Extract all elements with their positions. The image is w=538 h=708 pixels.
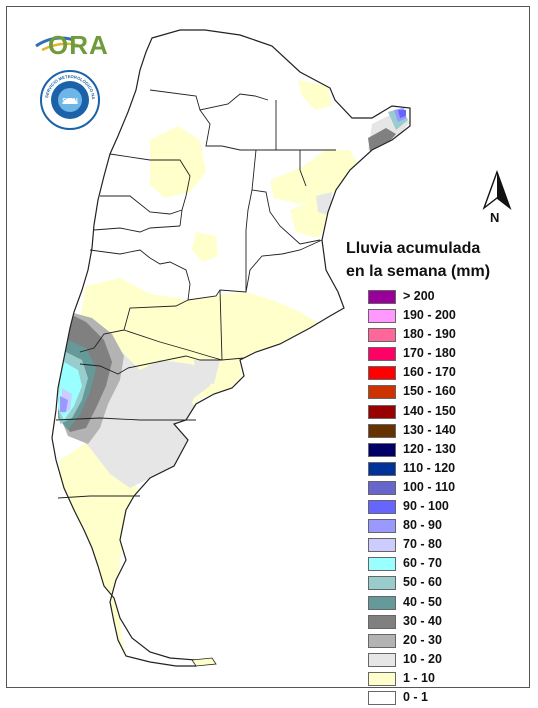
legend-label: 130 - 140 xyxy=(403,422,456,437)
legend-label: 120 - 130 xyxy=(403,441,456,456)
smn-seal-icon: SMN SERVICIO METEOROLOGICO NACIONAL · AR… xyxy=(40,70,100,130)
legend-swatch xyxy=(368,290,396,304)
svg-text:SMN: SMN xyxy=(62,98,78,105)
legend-swatch xyxy=(368,500,396,515)
legend-title-line2: en la semana (mm) xyxy=(346,263,491,280)
legend-swatch xyxy=(368,423,396,438)
rainfall-fills xyxy=(58,80,410,660)
legend-label: 150 - 160 xyxy=(403,384,456,399)
legend-swatch xyxy=(368,614,396,629)
legend-title: Lluvia acumulada en la semana (mm) xyxy=(346,237,526,283)
legend-swatch xyxy=(368,690,396,705)
legend-label: 10 - 20 xyxy=(403,651,442,666)
legend-label: 160 - 170 xyxy=(403,365,456,380)
legend-swatch xyxy=(368,347,396,362)
legend-label: 190 - 200 xyxy=(403,308,456,323)
legend-swatch xyxy=(368,442,396,457)
north-arrow-icon xyxy=(482,170,512,211)
legend-label: 180 - 190 xyxy=(403,327,456,342)
island-shape xyxy=(191,657,217,667)
legend-swatch xyxy=(368,366,396,381)
legend-label: 90 - 100 xyxy=(403,499,449,514)
legend-label: 70 - 80 xyxy=(403,537,442,552)
legend-title-line1: Lluvia acumulada xyxy=(346,240,481,257)
north-label: N xyxy=(490,210,500,225)
legend-label: 20 - 30 xyxy=(403,632,442,647)
ora-logo-text: ORA xyxy=(48,30,109,60)
province-borders xyxy=(55,89,336,499)
legend-swatch xyxy=(368,595,396,610)
legend-swatch xyxy=(368,461,396,476)
ora-logo-swoosh xyxy=(35,36,81,52)
legend-label: 80 - 90 xyxy=(403,518,442,533)
legend-swatch xyxy=(368,328,396,343)
legend-label: 1 - 10 xyxy=(403,670,435,685)
legend-swatch xyxy=(368,538,396,553)
legend-swatch xyxy=(368,576,396,591)
legend-swatch xyxy=(368,633,396,648)
legend-swatch xyxy=(368,519,396,534)
legend-label: 50 - 60 xyxy=(403,575,442,590)
legend-swatch xyxy=(368,557,396,572)
legend-label: 0 - 1 xyxy=(403,689,429,704)
legend-label: 100 - 110 xyxy=(403,479,456,494)
ora-logo: ORA xyxy=(34,30,109,60)
legend-swatch xyxy=(368,404,396,419)
legend-label: 170 - 180 xyxy=(403,346,456,361)
legend-swatch xyxy=(368,652,396,667)
legend-swatch xyxy=(368,480,396,495)
legend-label: 110 - 120 xyxy=(403,460,456,475)
legend-swatch xyxy=(368,671,396,686)
map-frame xyxy=(6,6,530,688)
legend-label: 30 - 40 xyxy=(403,613,442,628)
legend-label: 140 - 150 xyxy=(403,403,456,418)
legend-swatch xyxy=(368,309,396,324)
legend-label: > 200 xyxy=(403,289,435,303)
legend-swatch xyxy=(368,385,396,400)
legend-label: 60 - 70 xyxy=(403,556,442,571)
legend-label: 40 - 50 xyxy=(403,594,442,609)
